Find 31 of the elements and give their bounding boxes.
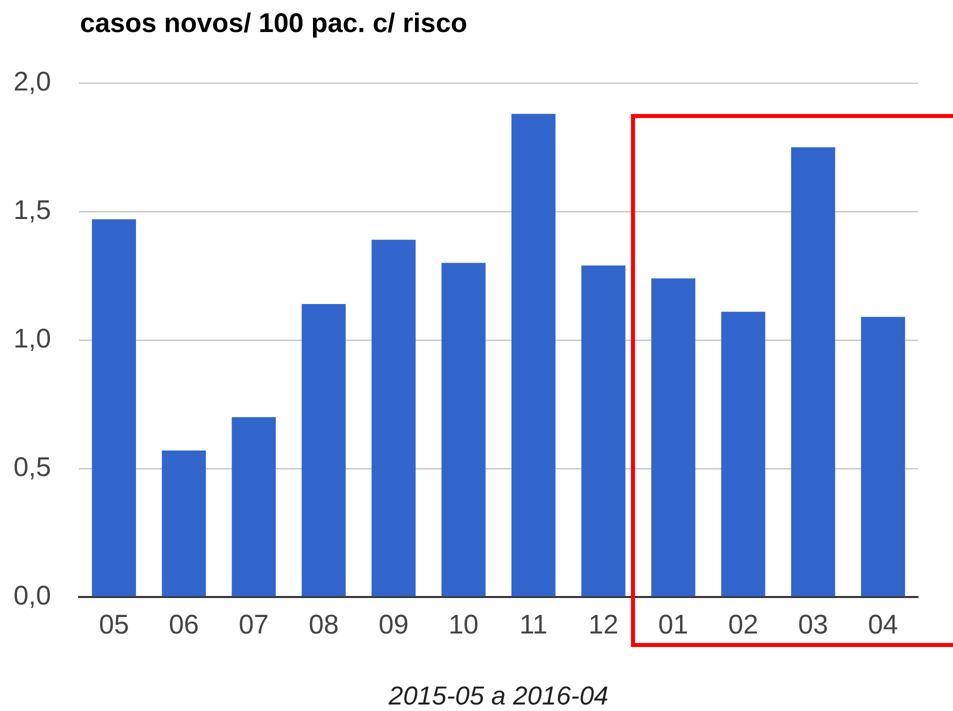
y-tick-label: 1,0 <box>13 323 51 354</box>
bar <box>162 450 206 596</box>
bar <box>232 417 276 596</box>
bar <box>511 114 556 596</box>
y-tick-label: 1,5 <box>13 194 51 225</box>
y-tick-label: 0,0 <box>13 580 51 610</box>
bar <box>861 316 906 596</box>
bar <box>791 147 836 596</box>
bar <box>442 262 486 596</box>
bar <box>581 265 626 596</box>
x-tick-label: 06 <box>168 610 199 640</box>
x-tick-label: 03 <box>798 610 828 640</box>
bar <box>721 312 766 596</box>
chart-title: casos novos/ 100 pac. c/ risco <box>80 8 468 38</box>
x-tick-label: 10 <box>448 610 479 640</box>
x-tick-label: 11 <box>519 610 548 640</box>
x-axis-title: 2015-05 a 2016-04 <box>388 680 608 711</box>
y-tick-label: 0,5 <box>13 452 51 482</box>
y-tick-label: 2,0 <box>13 66 51 96</box>
x-tick-label: 04 <box>868 610 898 640</box>
x-tick-label: 01 <box>658 610 688 640</box>
bar <box>651 278 696 596</box>
bar <box>302 304 346 596</box>
x-tick-label: 02 <box>728 610 758 640</box>
x-tick-label: 12 <box>588 610 618 640</box>
x-tick-label: 08 <box>308 610 339 640</box>
x-tick-label: 07 <box>238 610 269 640</box>
bar <box>92 219 136 596</box>
x-tick-label: 05 <box>98 610 129 640</box>
bar <box>372 240 416 596</box>
x-tick-label: 09 <box>378 610 409 640</box>
